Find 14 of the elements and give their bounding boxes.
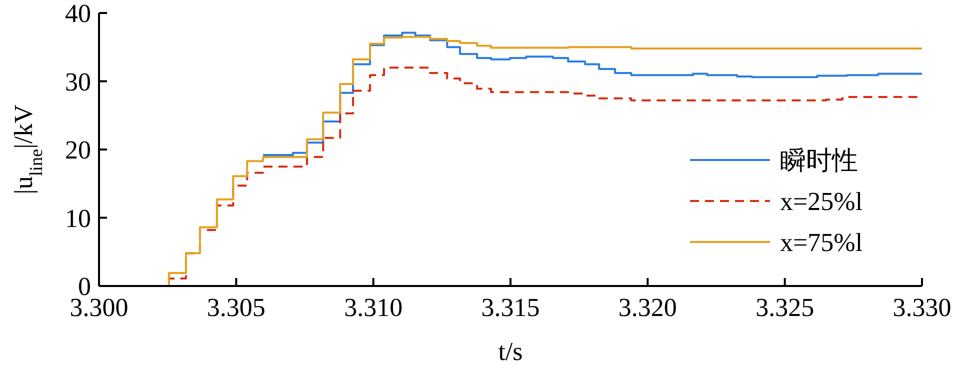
y-tick-label: 40 (65, 0, 91, 28)
x-tick-label: 3.320 (618, 293, 677, 322)
y-tick-label: 20 (65, 136, 91, 164)
legend-label: x=75%l (780, 228, 863, 257)
x-tick-label: 3.315 (481, 293, 540, 322)
legend-label: x=25%l (780, 187, 863, 216)
x-tick-label: 3.305 (206, 293, 266, 322)
x-tick-label: 3.325 (756, 293, 814, 322)
x-axis-title: t/s (498, 337, 523, 366)
y-tick-label: 10 (65, 204, 91, 233)
x-tick-label: 3.330 (892, 293, 952, 322)
x-tick-label: 3.310 (344, 293, 403, 322)
legend-label: 瞬时性 (780, 146, 858, 175)
y-tick-label: 30 (65, 67, 91, 96)
